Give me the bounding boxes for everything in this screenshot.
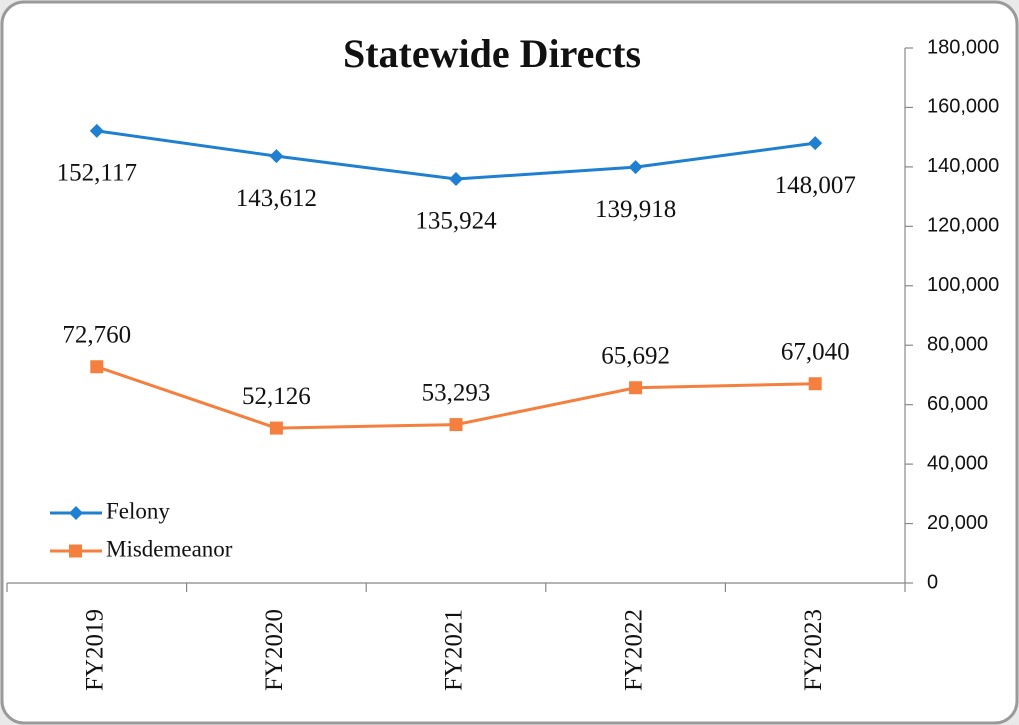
data-label: 65,692	[601, 342, 670, 369]
data-label: 67,040	[781, 338, 850, 365]
y-tick-label: 80,000	[927, 334, 988, 356]
marker	[269, 421, 283, 435]
y-tick-label: 40,000	[927, 452, 988, 474]
legend-marker	[69, 506, 83, 520]
x-tick-label: FY2021	[441, 609, 468, 691]
y-tick-label: 180,000	[927, 36, 999, 58]
x-tick-label: FY2022	[620, 609, 647, 691]
x-tick-label: FY2020	[261, 609, 288, 691]
y-tick-label: 160,000	[927, 96, 999, 118]
marker	[449, 418, 463, 432]
marker	[808, 377, 822, 391]
marker	[628, 160, 643, 175]
data-label: 139,918	[595, 196, 676, 223]
data-label: 53,293	[422, 379, 491, 406]
data-label: 148,007	[775, 172, 856, 199]
y-tick-label: 120,000	[927, 215, 999, 237]
x-tick-label: FY2023	[800, 609, 827, 691]
y-tick-label: 140,000	[927, 155, 999, 177]
data-label: 143,612	[236, 185, 317, 212]
data-label: 72,760	[62, 321, 131, 348]
data-label: 52,126	[242, 383, 311, 410]
legend-label: Misdemeanor	[106, 536, 233, 561]
marker	[269, 149, 284, 164]
y-tick-label: 20,000	[927, 512, 988, 534]
y-tick-label: 100,000	[927, 274, 999, 296]
marker	[90, 360, 104, 374]
chart-title: Statewide Directs	[343, 31, 641, 76]
marker	[808, 136, 823, 151]
marker	[449, 172, 463, 187]
data-label: 135,924	[415, 208, 497, 235]
legend-label: Felony	[106, 498, 170, 523]
marker	[89, 123, 104, 138]
y-tick-label: 60,000	[927, 393, 988, 415]
legend-marker	[69, 544, 82, 558]
y-tick-label: 0	[927, 571, 938, 593]
x-tick-label: FY2019	[82, 609, 109, 691]
data-label: 152,117	[57, 160, 137, 187]
marker	[629, 381, 643, 395]
